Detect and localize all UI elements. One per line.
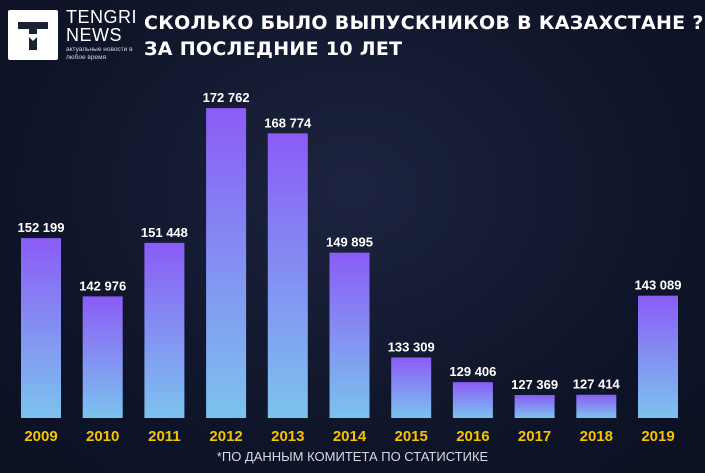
bar-2010 xyxy=(82,296,123,418)
bar-2015 xyxy=(391,357,432,418)
footnote: *ПО ДАННЫМ КОМИТЕТА ПО СТАТИСТИКЕ xyxy=(216,449,489,464)
brand-tagline: актуальные новости в любое время xyxy=(66,46,133,61)
x-tick-label-2011: 2011 xyxy=(148,428,181,445)
value-label-2013: 168 774 xyxy=(264,115,312,130)
brand: TENGRI NEWS актуальные новости в любое в… xyxy=(66,8,146,62)
x-tick-label-2009: 2009 xyxy=(24,428,57,445)
x-tick-label-2018: 2018 xyxy=(580,428,613,445)
x-tick-label-2015: 2015 xyxy=(395,428,428,445)
bar-2017 xyxy=(514,395,555,418)
x-tick-label-2016: 2016 xyxy=(456,428,489,445)
bar-2013 xyxy=(267,133,308,418)
bar-2019 xyxy=(638,295,678,418)
x-tick-label-2014: 2014 xyxy=(333,428,367,445)
bar-2016 xyxy=(452,382,493,418)
bar-2011 xyxy=(144,242,185,418)
tengri-logo-icon xyxy=(18,22,48,50)
value-label-2019: 143 089 xyxy=(635,278,682,293)
bar-2012 xyxy=(206,108,247,418)
value-label-2015: 133 309 xyxy=(388,339,435,354)
brand-name-line1: TENGRI xyxy=(66,7,138,27)
value-label-2010: 142 976 xyxy=(79,278,126,293)
x-tick-label-2017: 2017 xyxy=(518,428,551,445)
value-label-2018: 127 414 xyxy=(573,377,621,392)
value-label-2012: 172 762 xyxy=(203,90,250,105)
x-tick-label-2013: 2013 xyxy=(271,428,304,445)
value-label-2009: 152 199 xyxy=(18,220,65,235)
value-label-2017: 127 369 xyxy=(511,377,558,392)
value-label-2011: 151 448 xyxy=(141,225,188,240)
chart-title: СКОЛЬКО БЫЛО ВЫПУСКНИКОВ В КАЗАХСТАНЕ ? … xyxy=(144,10,704,62)
chart-title-line2: ЗА ПОСЛЕДНИЕ 10 ЛЕТ xyxy=(144,38,403,60)
value-label-2016: 129 406 xyxy=(449,364,496,379)
chart-title-line1: СКОЛЬКО БЫЛО ВЫПУСКНИКОВ В КАЗАХСТАНЕ ? xyxy=(144,12,704,34)
x-tick-label-2010: 2010 xyxy=(86,428,119,445)
bar-2018 xyxy=(576,394,617,418)
x-tick-label-2019: 2019 xyxy=(641,428,674,445)
bar-2009 xyxy=(21,238,61,418)
x-tick-label-2012: 2012 xyxy=(209,428,242,445)
value-label-2014: 149 895 xyxy=(326,235,373,250)
brand-name-line2: NEWS xyxy=(66,25,122,45)
bar-2014 xyxy=(329,252,370,418)
tengri-logo xyxy=(8,10,58,60)
